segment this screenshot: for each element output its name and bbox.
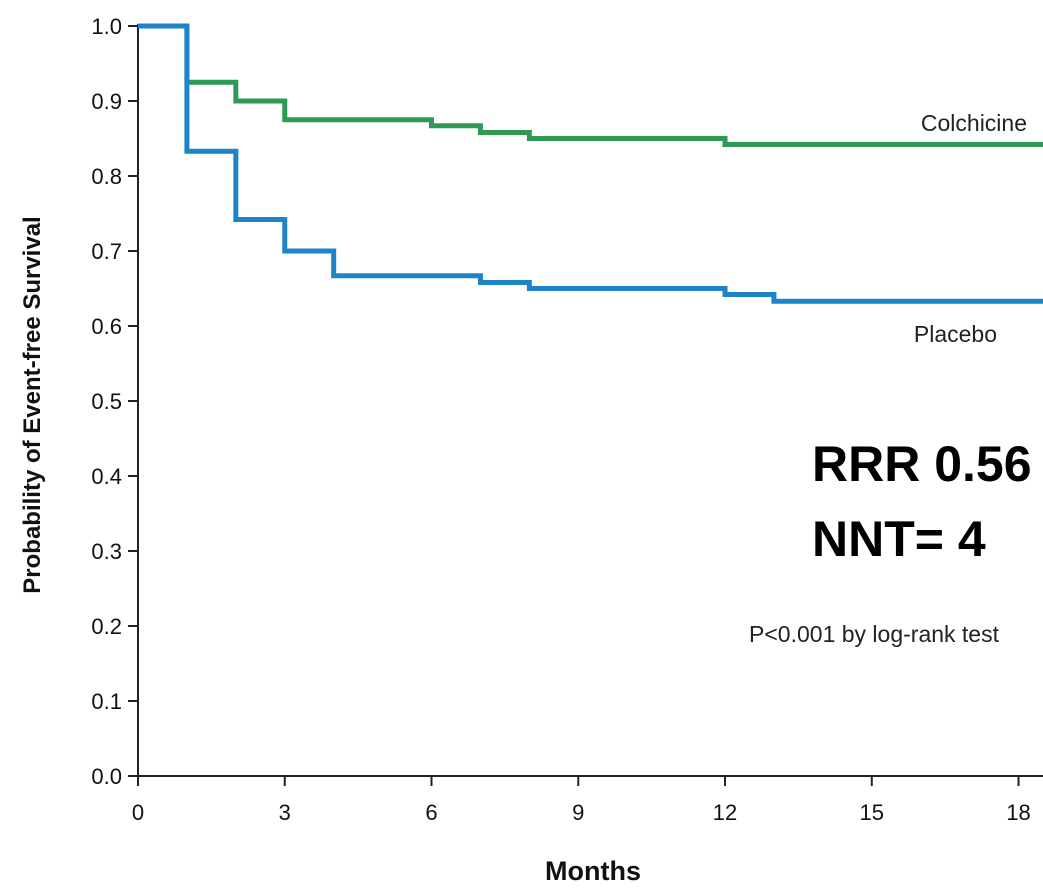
y-tick-label: 0.0 (91, 764, 122, 789)
y-tick-label: 0.2 (91, 614, 122, 639)
x-tick-label: 0 (132, 800, 144, 825)
y-axis-label: Probability of Event-free Survival (19, 216, 46, 593)
series-line-colchicine (138, 26, 1043, 145)
x-axis-label: Months (545, 856, 641, 883)
y-tick-label: 0.5 (91, 389, 122, 414)
axes: 0.0 0.1 0.2 0.3 0.4 0.5 0.6 0.7 0.8 0.9 1.0 0 3 6 9 12 1… (91, 14, 1043, 825)
rrr-annotation: RRR 0.56 (812, 436, 1032, 492)
x-tick-label: 3 (279, 800, 291, 825)
x-tick-label: 18 (1006, 800, 1030, 825)
y-tick-label: 0.1 (91, 689, 122, 714)
y-tick-label: 0.3 (91, 539, 122, 564)
x-tick-label: 15 (860, 800, 884, 825)
series-layer (138, 26, 1043, 301)
y-tick-label: 0.8 (91, 164, 122, 189)
labels: Months Probability of Event-free Surviva… (19, 110, 1032, 883)
x-tick-label: 9 (572, 800, 584, 825)
y-tick-label: 1.0 (91, 14, 122, 39)
nnt-annotation: NNT= 4 (812, 511, 986, 567)
y-tick-label: 0.9 (91, 89, 122, 114)
series-label-colchicine: Colchicine (921, 110, 1027, 136)
x-tick-label: 6 (425, 800, 437, 825)
y-tick-label: 0.7 (91, 239, 122, 264)
x-tick-label: 12 (713, 800, 737, 825)
y-tick-label: 0.4 (91, 464, 122, 489)
series-label-placebo: Placebo (914, 321, 997, 347)
pvalue-annotation: P<0.001 by log-rank test (749, 621, 1000, 647)
y-tick-label: 0.6 (91, 314, 122, 339)
series-line-placebo (138, 26, 1043, 301)
